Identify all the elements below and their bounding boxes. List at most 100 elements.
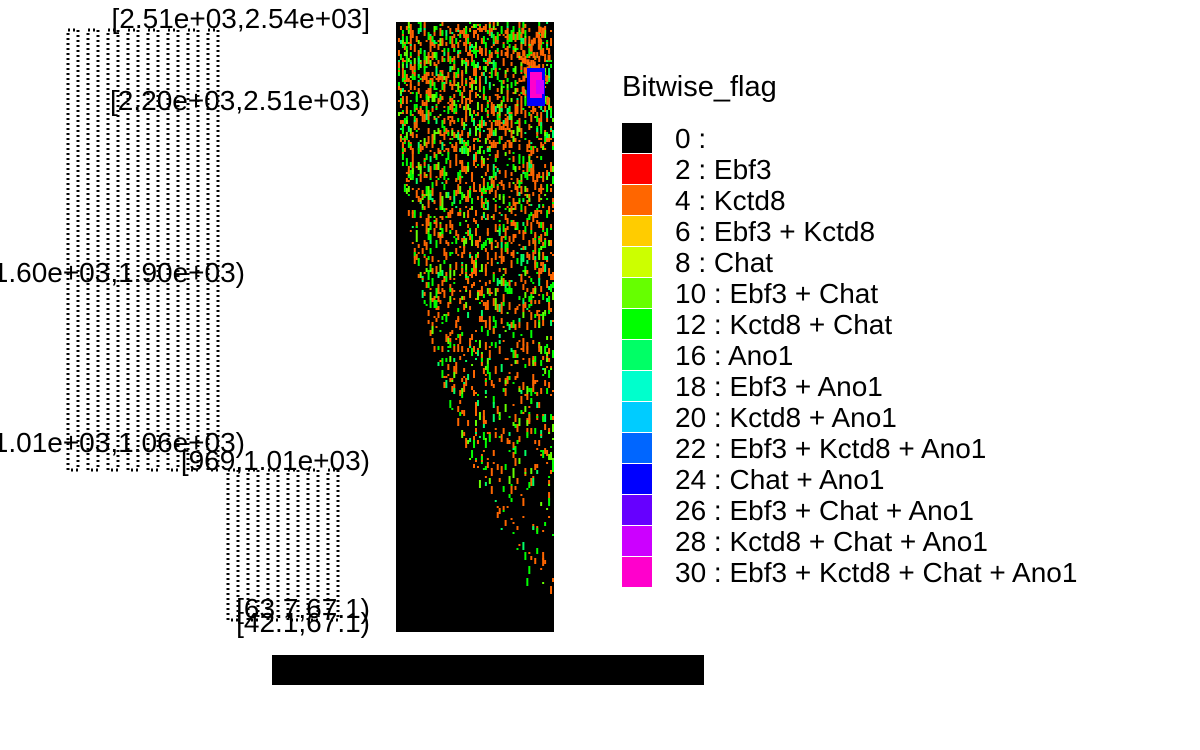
heatmap-cell bbox=[473, 156, 475, 162]
heatmap-cell bbox=[429, 38, 432, 44]
heatmap-cell bbox=[431, 78, 434, 86]
heatmap-cell bbox=[504, 142, 507, 148]
heatmap-cell bbox=[403, 124, 406, 126]
heatmap-cell bbox=[546, 292, 549, 296]
heatmap-cell bbox=[532, 178, 535, 182]
heatmap-cell bbox=[498, 68, 501, 70]
heatmap-cell bbox=[490, 292, 493, 294]
heatmap-cell bbox=[522, 24, 525, 26]
heatmap-cell bbox=[437, 40, 440, 42]
heatmap-cell bbox=[514, 214, 517, 216]
heatmap-cell bbox=[403, 70, 406, 78]
heatmap-cell bbox=[482, 26, 485, 30]
heatmap-cell bbox=[445, 148, 448, 150]
heatmap-cell bbox=[409, 128, 412, 136]
heatmap-cell bbox=[528, 240, 531, 246]
heatmap-cell bbox=[524, 270, 527, 276]
heatmap-cell bbox=[502, 100, 505, 102]
heatmap-cell bbox=[544, 148, 547, 150]
heatmap-cell bbox=[455, 154, 458, 158]
heatmap-cell bbox=[431, 182, 434, 190]
heatmap-cell bbox=[417, 50, 420, 54]
heatmap-cell bbox=[463, 410, 466, 416]
heatmap-cell bbox=[447, 132, 450, 136]
heatmap-panel bbox=[396, 22, 554, 632]
heatmap-cell bbox=[423, 160, 426, 162]
heatmap-cell bbox=[423, 164, 426, 166]
heatmap-cell bbox=[532, 238, 535, 244]
heatmap-cell bbox=[516, 128, 519, 136]
heatmap-cell bbox=[526, 322, 529, 330]
heatmap-cell bbox=[403, 184, 406, 192]
heatmap-cell bbox=[546, 352, 549, 358]
heatmap-cell bbox=[528, 128, 531, 130]
heatmap-cell bbox=[423, 166, 426, 168]
heatmap-cell bbox=[453, 372, 456, 378]
heatmap-cell bbox=[526, 252, 529, 258]
y-tick-overplot bbox=[126, 28, 140, 472]
heatmap-cell bbox=[516, 424, 519, 432]
heatmap-cell bbox=[441, 316, 444, 320]
heatmap-cell bbox=[409, 110, 412, 116]
heatmap-cell bbox=[423, 240, 426, 246]
heatmap-cell bbox=[518, 544, 521, 546]
heatmap-cell bbox=[508, 202, 511, 206]
heatmap-cell bbox=[482, 204, 485, 208]
heatmap-cell bbox=[546, 228, 549, 236]
heatmap-cell bbox=[429, 178, 432, 180]
heatmap-cell bbox=[425, 226, 428, 228]
heatmap-cell bbox=[484, 390, 487, 394]
heatmap-cell bbox=[500, 126, 503, 130]
heatmap-cell bbox=[461, 30, 464, 34]
heatmap-cell bbox=[484, 122, 487, 126]
heatmap-cell bbox=[508, 494, 511, 498]
heatmap-cell bbox=[425, 258, 428, 266]
legend-swatch bbox=[622, 309, 652, 339]
heatmap-cell bbox=[441, 196, 444, 202]
heatmap-cell bbox=[463, 432, 466, 436]
y-tick-label: [1.60e+03,1.90e+03) bbox=[0, 257, 245, 288]
heatmap-cell bbox=[437, 346, 440, 350]
heatmap-cell bbox=[423, 60, 426, 62]
heatmap-cell bbox=[469, 94, 472, 96]
heatmap-cell bbox=[397, 50, 400, 56]
heatmap-cell bbox=[522, 270, 525, 272]
heatmap-cell bbox=[510, 348, 513, 352]
heatmap-cell bbox=[512, 130, 515, 134]
heatmap-cell bbox=[504, 118, 507, 124]
heatmap-cell bbox=[528, 388, 531, 392]
heatmap-cell bbox=[425, 222, 428, 226]
heatmap-cell bbox=[490, 468, 493, 476]
heatmap-cell bbox=[433, 228, 436, 234]
heatmap-cell bbox=[401, 96, 404, 98]
heatmap-cell bbox=[467, 148, 470, 156]
heatmap-cell bbox=[401, 120, 404, 126]
heatmap-cell bbox=[449, 230, 452, 232]
heatmap-cell bbox=[478, 236, 481, 242]
heatmap-cell bbox=[437, 116, 440, 118]
heatmap-cell bbox=[534, 440, 537, 444]
heatmap-cell bbox=[401, 88, 404, 92]
heatmap-cell bbox=[455, 206, 458, 208]
heatmap-cell bbox=[542, 312, 545, 320]
heatmap-cell bbox=[413, 256, 416, 264]
heatmap-cell bbox=[482, 214, 485, 218]
heatmap-cell bbox=[484, 60, 487, 62]
heatmap-cell bbox=[443, 132, 446, 140]
heatmap-cell bbox=[459, 50, 462, 52]
heatmap-cell bbox=[514, 166, 517, 172]
heatmap-cell bbox=[502, 274, 505, 276]
heatmap-cell bbox=[459, 34, 462, 38]
heatmap-cell bbox=[427, 128, 430, 134]
heatmap-cell bbox=[429, 288, 432, 290]
heatmap-cell bbox=[528, 304, 531, 308]
heatmap-cell bbox=[496, 406, 499, 414]
heatmap-cell bbox=[463, 86, 466, 92]
heatmap-cell bbox=[498, 416, 501, 418]
heatmap-cell bbox=[538, 56, 541, 62]
heatmap-cell bbox=[421, 190, 424, 196]
heatmap-cell bbox=[516, 478, 519, 484]
heatmap-cell bbox=[486, 366, 489, 374]
heatmap-cell bbox=[492, 84, 495, 86]
heatmap-cell bbox=[457, 318, 460, 320]
